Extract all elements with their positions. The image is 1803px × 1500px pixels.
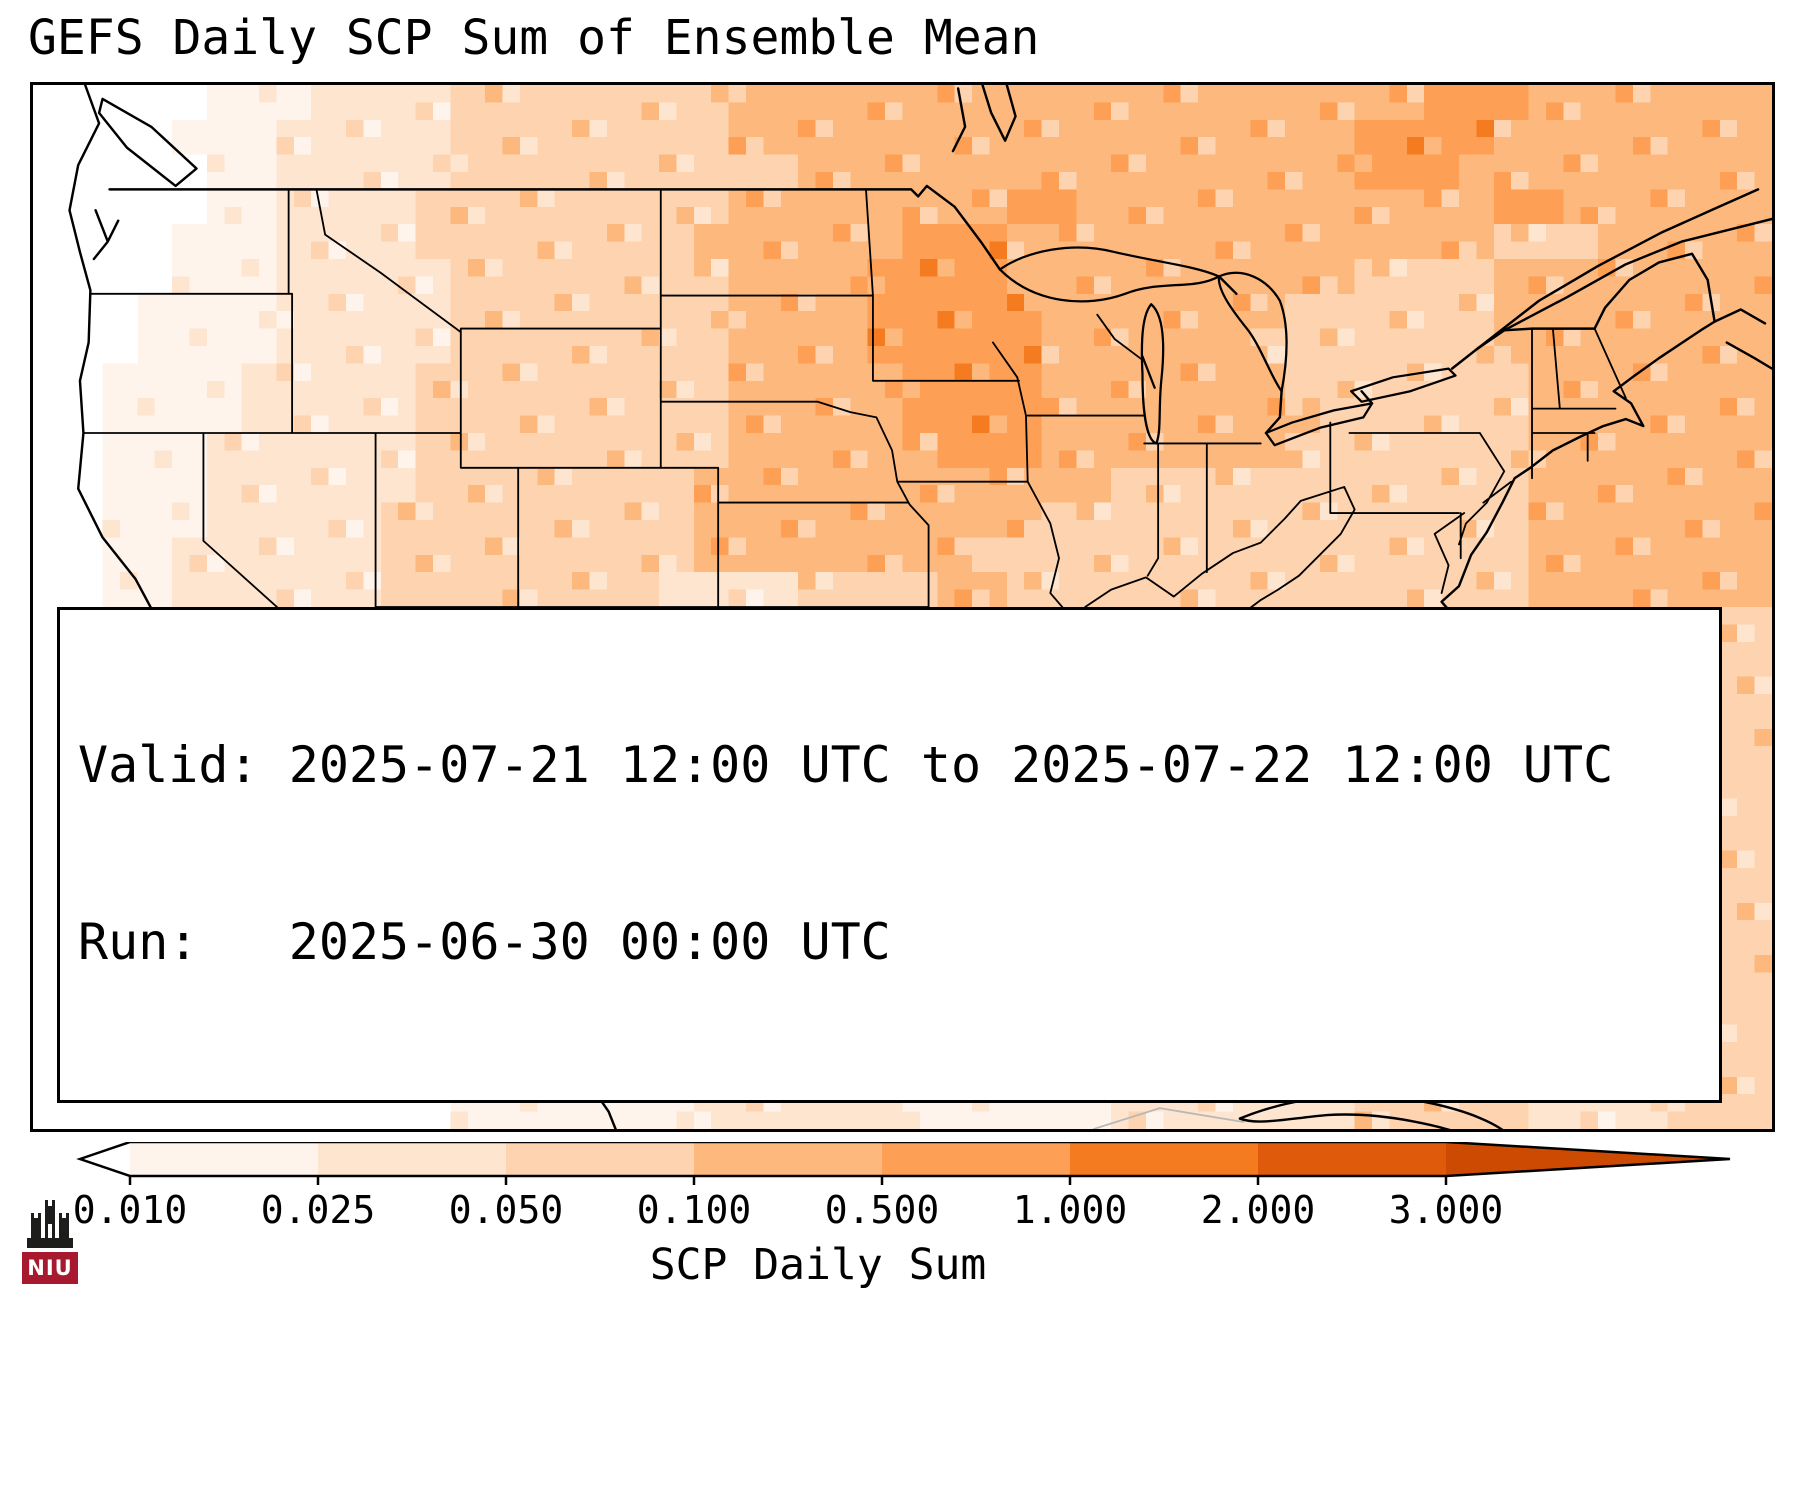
niu-castle-icon: [27, 1200, 73, 1248]
lake-superior: [998, 246, 1221, 303]
colorbar: [76, 1142, 1731, 1185]
colorbar-segment: [1258, 1142, 1446, 1176]
colorbar-segment: [506, 1142, 694, 1176]
us-canada-border: [108, 184, 1716, 435]
map-panel: Valid: 2025-07-21 12:00 UTC to 2025-07-2…: [30, 82, 1775, 1132]
colorbar-tick-label: 0.500: [824, 1188, 940, 1232]
colorbar-title: SCP Daily Sum: [649, 1240, 987, 1290]
colorbar-segment: [694, 1142, 882, 1176]
colorbar-segment: [130, 1142, 318, 1176]
validity-info-box: Valid: 2025-07-21 12:00 UTC to 2025-07-2…: [57, 607, 1722, 1103]
colorbar-tick-label: 1.000: [1012, 1188, 1128, 1232]
colorbar-tick-label: 0.100: [636, 1188, 752, 1232]
manitoba-lakes: [951, 85, 1017, 153]
great-lakes-group: [998, 246, 1457, 447]
valid-time-line: Valid: 2025-07-21 12:00 UTC to 2025-07-2…: [78, 736, 1614, 794]
colorbar-tick-label: 2.000: [1200, 1188, 1316, 1232]
colorbar-tick-label: 0.025: [260, 1188, 376, 1232]
colorbar-tick-label: 0.050: [448, 1188, 564, 1232]
niu-logo-text: NIU: [22, 1252, 78, 1284]
colorbar-tick-labels: 0.010 0.025 0.050 0.100 0.500 1.000 2.000 3.000: [30, 1188, 1775, 1234]
vancouver-island-puget-sound: [92, 97, 198, 261]
colorbar-tick-label: 3.000: [1388, 1188, 1504, 1232]
colorbar-segment: [882, 1142, 1070, 1176]
lake-michigan: [1140, 303, 1165, 445]
colorbar-over-arrow: [1446, 1142, 1730, 1176]
lake-ontario: [1350, 367, 1457, 403]
figure-title: GEFS Daily SCP Sum of Ensemble Mean: [28, 10, 1040, 66]
lake-erie: [1264, 402, 1374, 447]
colorbar-segment: [1070, 1142, 1258, 1176]
niu-logo: NIU: [22, 1194, 78, 1284]
colorbar-segment: [318, 1142, 506, 1176]
st-lawrence-canada-coast: [1475, 188, 1772, 370]
run-time-line: Run: 2025-06-30 00:00 UTC: [78, 913, 891, 971]
lake-huron: [1217, 271, 1288, 393]
colorbar-under-arrow: [80, 1142, 130, 1176]
colorbar-tick-label: 0.010: [72, 1188, 188, 1232]
